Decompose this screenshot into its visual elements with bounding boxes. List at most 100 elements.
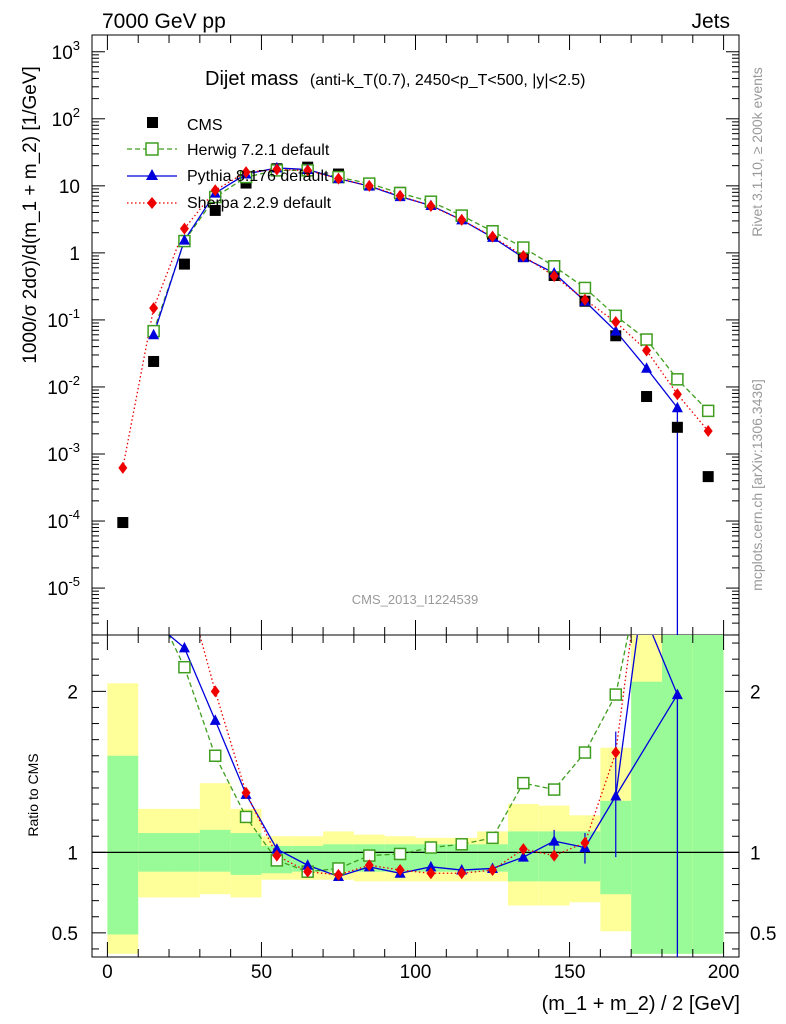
top-point-herwig bbox=[671, 373, 684, 386]
top-point-sherpa bbox=[333, 172, 343, 185]
top-point-sherpa bbox=[272, 163, 282, 176]
ratio-y-tick-label-left: 1 bbox=[67, 843, 78, 864]
ratio-point-pythia bbox=[548, 835, 560, 846]
ratio-point-herwig bbox=[424, 841, 438, 854]
top-point-cms bbox=[209, 204, 221, 216]
ratio-point-sherpa bbox=[395, 864, 405, 877]
plot-title-main: Dijet mass bbox=[205, 68, 298, 90]
top-point-sherpa bbox=[642, 344, 652, 357]
ratio-green-band bbox=[631, 681, 662, 954]
ratio-point-sherpa bbox=[303, 865, 313, 878]
plot-title: Dijet mass (anti-k_T(0.7), 2450<p_T<500,… bbox=[205, 68, 586, 90]
top-y-axis-label: 1000/σ 2dσ)/d(m_1 + m_2) [1/GeV] bbox=[20, 66, 41, 364]
ratio-point-pythia bbox=[178, 641, 190, 653]
ratio-point-sherpa bbox=[241, 786, 251, 799]
top-point-cms bbox=[117, 517, 129, 529]
top-point-sherpa bbox=[210, 184, 220, 197]
top-y-tick-label: 10 bbox=[59, 177, 80, 198]
ratio-point-herwig bbox=[609, 688, 623, 701]
top-point-sherpa bbox=[580, 293, 590, 306]
ratio-series-layer bbox=[168, 634, 683, 957]
top-point-pythia bbox=[610, 325, 622, 336]
top-series-layer bbox=[117, 161, 715, 635]
top-point-sherpa bbox=[488, 230, 498, 243]
legend-pythia-label: Pythia 8.176 default bbox=[187, 168, 329, 185]
top-point-cms bbox=[610, 330, 622, 342]
ratio-point-herwig bbox=[393, 847, 407, 861]
ratio-line-pythia-highx bbox=[615, 634, 638, 797]
top-point-cms bbox=[148, 355, 160, 367]
analysis-id: CMS_2013_I1224539 bbox=[352, 592, 479, 607]
top-point-sherpa bbox=[672, 388, 682, 401]
ratio-point-pythia bbox=[209, 714, 221, 725]
top-point-sherpa bbox=[549, 270, 559, 283]
ratio-point-sherpa bbox=[457, 867, 467, 880]
axes-ticks bbox=[92, 35, 739, 957]
top-y-tick-label: 1 bbox=[69, 244, 80, 265]
top-y-tick-label: 10-2 bbox=[47, 373, 80, 399]
ratio-point-sherpa bbox=[518, 843, 528, 856]
top-point-pythia bbox=[671, 401, 683, 413]
legend-cms-marker bbox=[147, 117, 158, 128]
top-point-sherpa bbox=[518, 249, 528, 262]
legend-sherpa-label: Sherpa 2.2.9 default bbox=[187, 195, 332, 212]
legend-herwig-label: Herwig 7.2.1 default bbox=[187, 142, 330, 159]
ratio-point-pythia bbox=[425, 860, 437, 872]
top-point-sherpa bbox=[118, 461, 128, 474]
ratio-point-sherpa bbox=[364, 859, 374, 872]
ratio-point-herwig bbox=[517, 776, 530, 790]
top-point-cms bbox=[641, 391, 653, 403]
mcplots-ref: mcplots.cern.ch [arXiv:1306.3436] bbox=[749, 379, 765, 591]
ratio-y-tick-label-left: 2 bbox=[67, 682, 78, 703]
legend-pythia-marker bbox=[146, 169, 158, 180]
top-point-sherpa bbox=[457, 213, 467, 226]
top-y-tick-label: 103 bbox=[52, 38, 80, 64]
x-tick-label: 50 bbox=[251, 962, 272, 983]
ratio-point-sherpa bbox=[611, 746, 621, 759]
top-point-pythia bbox=[148, 328, 160, 340]
top-point-sherpa bbox=[241, 166, 251, 179]
x-axis-label: (m_1 + m_2) / 2 [GeV] bbox=[542, 993, 740, 1015]
legend-sherpa-marker bbox=[147, 197, 157, 209]
ratio-point-sherpa bbox=[210, 685, 220, 698]
ratio-line-herwig-lowx bbox=[168, 634, 186, 668]
top-point-sherpa bbox=[426, 200, 436, 213]
top-point-herwig bbox=[640, 333, 653, 346]
x-tick-label: 200 bbox=[708, 962, 740, 983]
legend-cms-label: CMS bbox=[187, 117, 223, 134]
ratio-green-band bbox=[107, 755, 139, 935]
ratio-y-tick-label-left: 0.5 bbox=[52, 924, 78, 945]
ratio-point-herwig bbox=[178, 660, 191, 674]
top-point-sherpa bbox=[179, 222, 189, 235]
ratio-point-herwig bbox=[208, 749, 222, 762]
legend: CMS Herwig 7.2.1 default Pythia 8.176 de… bbox=[127, 117, 332, 212]
legend-herwig-marker bbox=[145, 142, 159, 156]
ratio-line-pythia bbox=[183, 647, 678, 878]
ratio-line-herwig-highx bbox=[615, 634, 629, 695]
x-tick-label: 0 bbox=[102, 962, 113, 983]
ratio-green-band bbox=[692, 635, 724, 954]
ratio-point-pythia bbox=[610, 790, 622, 801]
ratio-point-herwig bbox=[239, 810, 253, 824]
top-point-pythia bbox=[641, 362, 653, 373]
top-point-sherpa bbox=[703, 425, 713, 438]
ratio-point-pythia bbox=[302, 859, 314, 870]
plot-title-sub: (anti-k_T(0.7), 2450<p_T<500, |y|<2.5) bbox=[310, 72, 586, 89]
top-point-cms bbox=[671, 421, 683, 433]
top-y-tick-label: 10-1 bbox=[47, 306, 80, 332]
ratio-point-sherpa bbox=[426, 867, 436, 880]
ratio-point-sherpa bbox=[272, 849, 282, 862]
ratio-green-band bbox=[199, 829, 231, 872]
x-tick-label: 150 bbox=[554, 962, 586, 983]
ratio-y-tick-label-right: 1 bbox=[750, 843, 761, 864]
top-y-tick-label: 10-4 bbox=[47, 507, 80, 533]
ratio-y-tick-label-right: 0.5 bbox=[750, 924, 776, 945]
top-y-tick-label: 10-5 bbox=[47, 574, 80, 600]
top-y-tick-label: 102 bbox=[52, 105, 80, 131]
ratio-point-herwig bbox=[455, 838, 468, 851]
ratio-point-sherpa bbox=[333, 868, 343, 881]
top-point-herwig bbox=[578, 281, 592, 295]
ratio-point-sherpa bbox=[488, 864, 498, 877]
